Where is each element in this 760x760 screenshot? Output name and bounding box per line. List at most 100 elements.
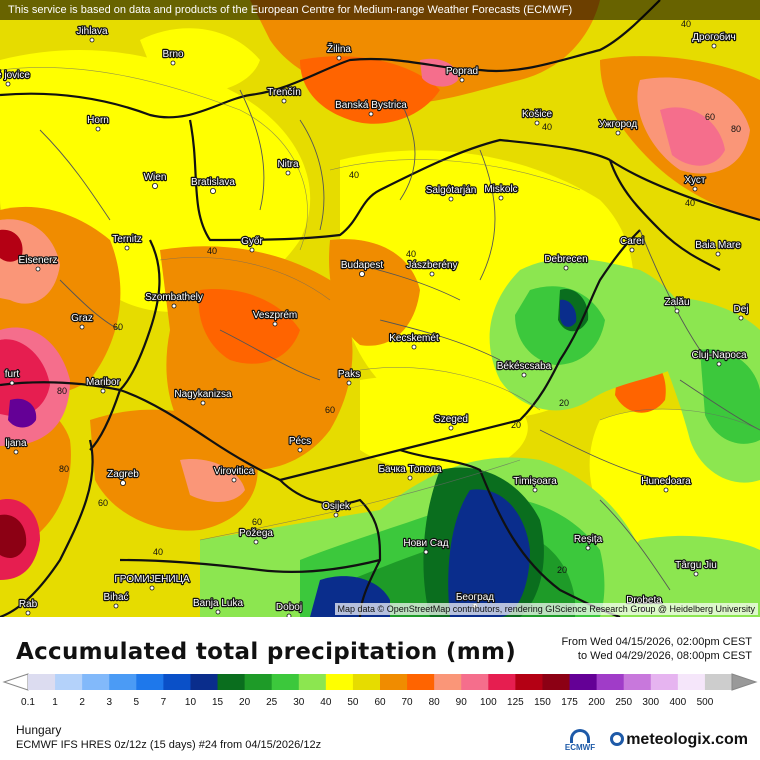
city-marker [521,372,527,378]
scale-swatch [704,674,733,690]
scale-tick-label: 1 [52,697,58,708]
city-szombathely: Szombathely [144,291,204,309]
scale-swatch [109,674,137,690]
city-banská-bystrica: Banská Bystrica [334,99,408,117]
city-label: Ternitz [112,234,141,245]
city-label: ljana [5,438,27,449]
scale-swatch [190,674,219,690]
city-marker [711,43,717,49]
scale-swatch [677,674,706,690]
meteologix-logo[interactable]: meteologix.com [610,731,748,749]
ecmwf-logo: ECMWF [560,729,600,757]
contour-label: 20 [511,420,521,430]
city-paks: Paks [337,368,361,386]
contour-label: 60 [325,405,335,415]
city-marker [563,265,569,271]
city-label: Baia Mare [695,240,741,251]
color-scale [0,671,760,693]
city-label: furt [5,369,20,380]
city-marker [429,271,435,277]
map-title: Accumulated total precipitation (mm) [16,639,517,665]
city-label: Szeged [434,414,468,425]
city-brno: Brno [161,48,185,66]
city-label: Нови Сад [403,538,448,549]
city-budapest: Budapest [340,259,385,277]
city-marker [253,539,259,545]
city-marker [272,321,278,327]
city-label: Salgótarján [426,185,477,196]
city-label: Cluj-Napoca [691,350,746,361]
city-bihać: Bihać [102,591,130,609]
scale-swatch [488,674,516,690]
scale-tick-label: 70 [401,697,413,708]
city-label: Szombathely [145,292,203,303]
period-to: to Wed 04/29/2026, 08:00pm CEST [577,650,752,662]
country-borders [0,0,760,617]
city-osijek: Osijek [321,500,352,518]
city-miskolc: Miskolc [483,183,519,201]
city-pécs: Pécs [288,435,312,453]
city-banja-luka: Banja Luka [192,597,245,615]
contour-label: 40 [406,249,416,259]
city-bratislava: Bratislava [190,176,237,194]
city-label: Ужгород [599,119,638,130]
city-дрогобич: Дрогобич [691,30,737,49]
contour-label: 60 [252,517,262,527]
city-szeged: Szeged [433,413,469,431]
city-marker [615,130,621,136]
city-label: Brno [162,49,184,60]
city-label: Miskolc [484,184,517,195]
city-marker [286,613,292,617]
scale-swatch [434,674,462,690]
scale-swatch [325,674,354,690]
contour-label: 40 [681,19,691,29]
city-label: Reșița [574,534,603,545]
city-zalău: Zalău [663,296,691,314]
scale-tick-label: 0.1 [21,697,35,708]
scale-tick-label: 80 [428,697,440,708]
city-marker [585,545,591,551]
city-graz: Graz [70,312,94,330]
city-eisenerz: Eisenerz [17,254,59,272]
scale-swatch [217,674,246,690]
city-label: Хуст [685,175,706,186]
scale-swatch [461,674,489,690]
color-scale-bar [2,673,758,691]
city-label: ské jovice [0,70,30,81]
scale-tick-label: 10 [184,697,197,708]
city-nagykanizsa: Nagykanizsa [173,388,233,406]
city-marker [336,55,342,61]
legend-panel: Accumulated total precipitation (mm) Fro… [0,617,760,760]
scale-tick-label: 400 [669,697,687,708]
city-labels: Jihlava Brno Žilina Poprad Дрогобич Trenčín Ba… [0,25,750,617]
contour-label: 20 [557,565,567,575]
contour-label: 40 [207,246,217,256]
city-label: Žilina [327,42,351,55]
city-label: Banská Bystrica [335,100,407,111]
precipitation-map[interactable]: 40 40 40 40 40 60 60 60 80 80 40 60 20 20 60 40 20 80 Jih… [0,0,760,617]
scale-swatch [55,674,83,690]
city-label: ГРОМИЈЕНИЦА [114,574,190,585]
city-marker [200,400,206,406]
city-timișoara: Timișoara [512,475,558,493]
contour-label: 20 [559,398,569,408]
scale-swatch [650,674,679,690]
city-košice: Košice [521,108,554,126]
city-label: Nagykanizsa [174,389,232,400]
scale-tick-label: 30 [293,697,305,708]
city-furt: furt [4,368,21,386]
city-dej: Dej [732,303,750,321]
city-бачка-топола: Бачка Топола [377,463,443,481]
contour-lines [0,67,760,541]
city-trenčín: Trenčín [266,86,302,104]
city-label: Rab [19,599,38,610]
city-label: Zagreb [107,469,139,480]
city-jászberény: Jászberény [405,259,459,277]
scale-swatch [28,674,56,690]
city-громијеница: ГРОМИЈЕНИЦА [113,573,191,591]
scale-left-arrow [2,673,29,691]
city-marker [149,585,155,591]
city-marker [170,60,176,66]
contour-label: 40 [685,198,695,208]
city-label: Београд [456,592,494,603]
